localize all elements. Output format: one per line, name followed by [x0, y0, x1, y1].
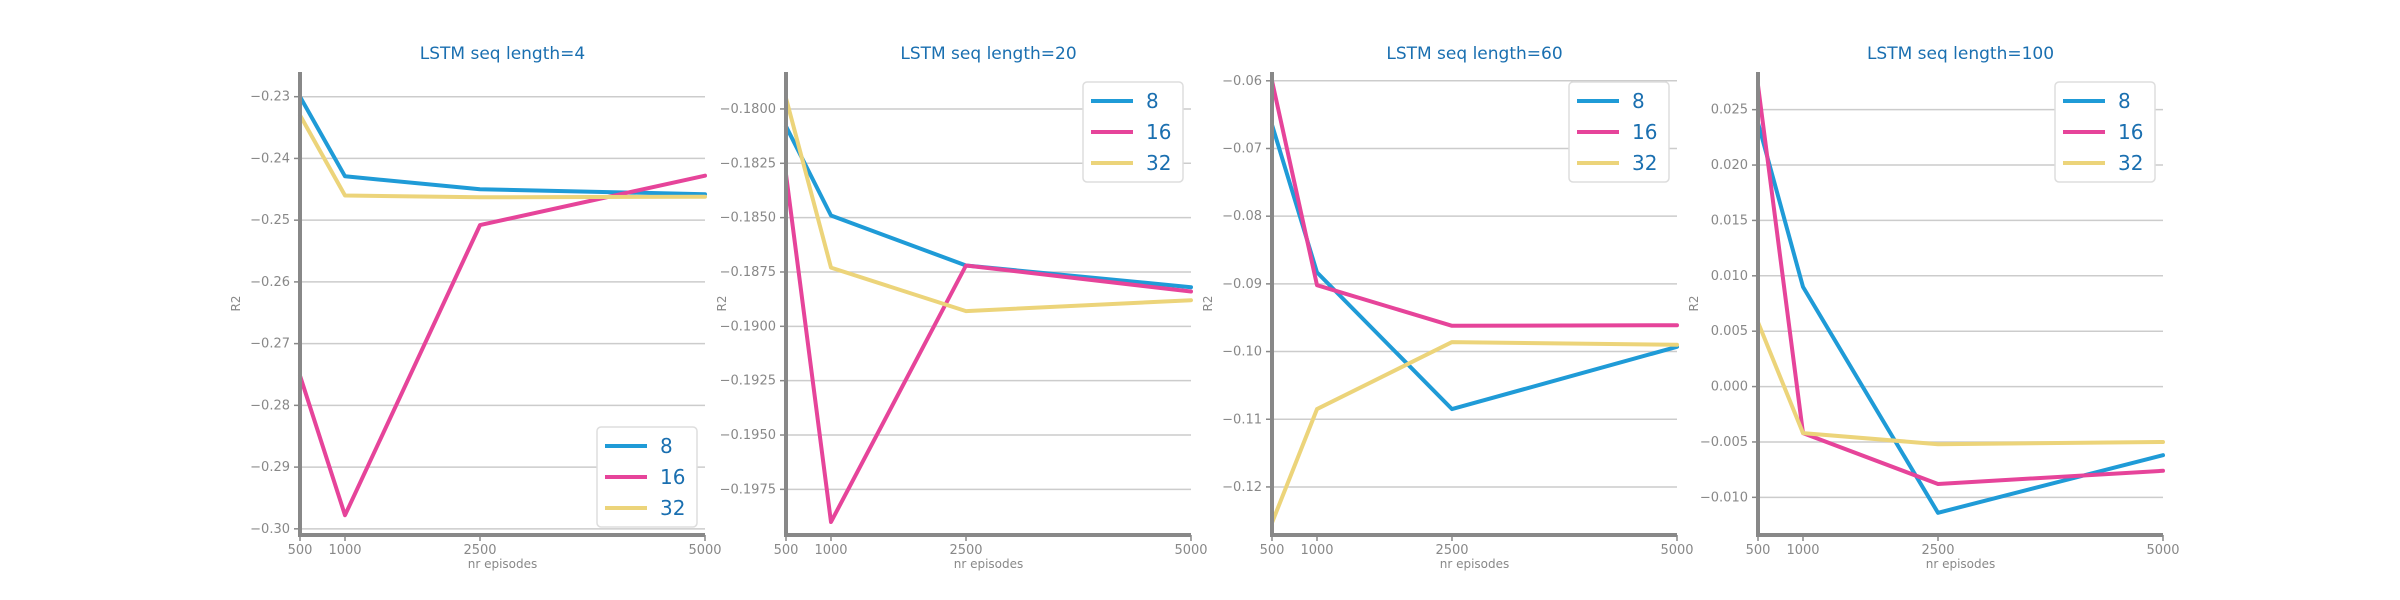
y-tick-label: −0.1925: [720, 374, 776, 389]
x-tick-label: 5000: [2146, 543, 2179, 558]
y-tick-label: −0.12: [1222, 480, 1262, 495]
x-tick-label: 500: [1260, 543, 1285, 558]
chart-panel-3: LSTM seq length=60 −0.06 −0.07 −0.08 −0.09 −0…: [1201, 44, 1694, 571]
legend-label-32: 32: [1632, 151, 1657, 175]
series-line-16: [1756, 83, 2165, 486]
series-line-32: [784, 96, 1193, 314]
series-line-8: [1756, 121, 2165, 515]
y-tick-label: −0.25: [250, 213, 290, 228]
series-line-8: [1270, 122, 1679, 412]
legend: 8 16 32: [1082, 81, 1184, 183]
legend-label-8: 8: [2118, 89, 2131, 113]
series-line-8: [784, 124, 1193, 290]
legend: 8 16 32: [2054, 81, 2156, 183]
y-tick-label: −0.1850: [720, 211, 776, 226]
y-tick-label: −0.010: [1700, 490, 1748, 505]
x-tick-label: 500: [774, 543, 799, 558]
chart-title: LSTM seq length=4: [420, 44, 585, 64]
y-tick-label: −0.06: [1222, 74, 1262, 89]
y-tick-label: −0.11: [1222, 412, 1262, 427]
y-tick-label: −0.28: [250, 398, 290, 413]
y-axis-label: R2: [1687, 296, 1701, 312]
y-tick-label: −0.24: [250, 151, 290, 166]
y-tick-label: 0.010: [1711, 269, 1748, 284]
x-tick-label: 5000: [1660, 543, 1693, 558]
legend-label-8: 8: [1146, 89, 1159, 113]
chart-panel-2: LSTM seq length=20 −0.1800 −0.1825 −0.1850 −…: [715, 44, 1208, 571]
legend-label-16: 16: [1146, 120, 1171, 144]
x-axis-label: nr episodes: [954, 557, 1024, 571]
y-tick-label: −0.07: [1222, 141, 1262, 156]
x-tick-label: 500: [1746, 543, 1771, 558]
chart-title: LSTM seq length=60: [1386, 44, 1562, 64]
x-tick-label: 2500: [1921, 543, 1954, 558]
y-tick-label: −0.1875: [720, 265, 776, 280]
series-line-32: [1270, 340, 1679, 525]
legend-label-16: 16: [660, 465, 685, 489]
y-axis-label: R2: [1201, 296, 1215, 312]
legend: 8 16 32: [596, 426, 698, 528]
x-tick-label: 1000: [814, 543, 847, 558]
y-tick-label: −0.26: [250, 275, 290, 290]
chart-title: LSTM seq length=20: [900, 44, 1076, 64]
x-axis-label: nr episodes: [1926, 557, 1996, 571]
x-tick-label: 500: [288, 543, 313, 558]
y-tick-label: −0.08: [1222, 209, 1262, 224]
y-tick-label: −0.23: [250, 90, 290, 105]
y-tick-label: −0.29: [250, 460, 290, 475]
y-tick-label: −0.1825: [720, 156, 776, 171]
series-line-32: [1756, 320, 2165, 447]
legend-label-8: 8: [660, 434, 673, 458]
legend-label-8: 8: [1632, 89, 1645, 113]
x-tick-label: 2500: [463, 543, 496, 558]
x-tick-label: 2500: [949, 543, 982, 558]
legend-label-32: 32: [2118, 151, 2143, 175]
x-axis-label: nr episodes: [468, 557, 538, 571]
y-tick-label: −0.1800: [720, 102, 776, 117]
y-tick-label: 0.025: [1711, 103, 1748, 118]
x-tick-label: 5000: [688, 543, 721, 558]
y-tick-label: −0.1975: [720, 482, 776, 497]
y-tick-label: −0.30: [250, 522, 290, 537]
x-tick-label: 1000: [328, 543, 361, 558]
legend-label-16: 16: [2118, 120, 2143, 144]
y-tick-label: −0.10: [1222, 345, 1262, 360]
y-tick-label: −0.1950: [720, 428, 776, 443]
y-tick-label: −0.005: [1700, 435, 1748, 450]
x-tick-label: 2500: [1435, 543, 1468, 558]
series-line-16: [784, 172, 1193, 524]
x-tick-label: 1000: [1300, 543, 1333, 558]
chart-panel-1: LSTM seq length=4 −0.23 −0.24 −0.25 −0.26 −0.…: [229, 44, 722, 571]
x-tick-label: 1000: [1786, 543, 1819, 558]
y-tick-label: −0.1900: [720, 319, 776, 334]
y-tick-label: 0.015: [1711, 213, 1748, 228]
series-line-32: [298, 113, 707, 200]
y-axis-label: R2: [229, 296, 243, 312]
y-tick-label: 0.000: [1711, 380, 1748, 395]
legend-label-32: 32: [1146, 151, 1171, 175]
chart-panel-4: LSTM seq length=100 0.025 0.020 0.015 0.010 0…: [1687, 44, 2180, 571]
y-tick-label: −0.27: [250, 337, 290, 352]
legend-label-32: 32: [660, 496, 685, 520]
y-axis-label: R2: [715, 296, 729, 312]
series-line-8: [298, 94, 707, 197]
series-line-16: [298, 173, 707, 518]
x-tick-label: 5000: [1174, 543, 1207, 558]
series-line-16: [1270, 78, 1679, 328]
legend: 8 16 32: [1568, 81, 1670, 183]
legend-label-16: 16: [1632, 120, 1657, 144]
chart-title: LSTM seq length=100: [1867, 44, 2054, 64]
y-tick-label: 0.005: [1711, 324, 1748, 339]
y-tick-label: −0.09: [1222, 277, 1262, 292]
x-axis-label: nr episodes: [1440, 557, 1510, 571]
y-tick-label: 0.020: [1711, 158, 1748, 173]
